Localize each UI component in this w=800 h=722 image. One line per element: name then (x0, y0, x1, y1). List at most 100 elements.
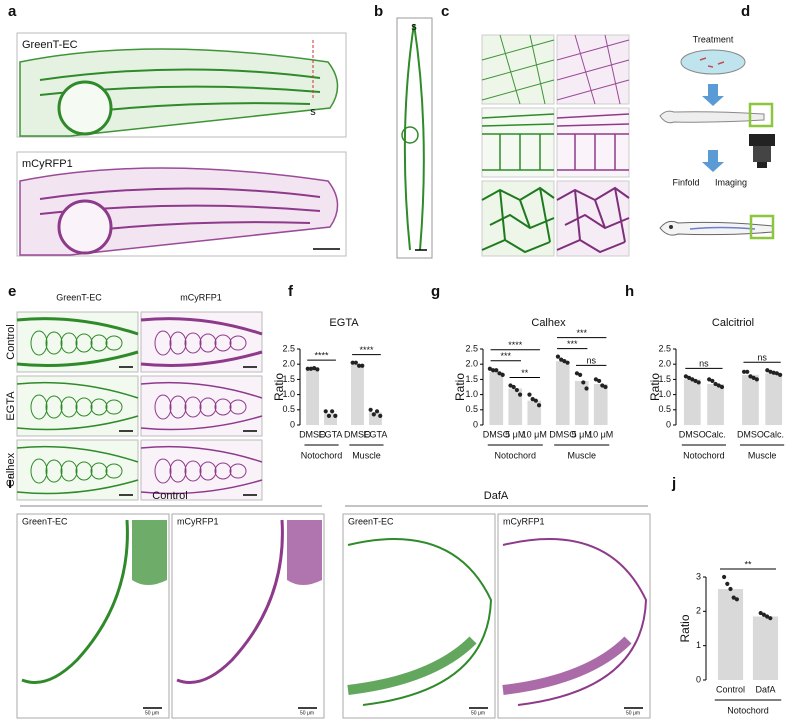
y-axis-label: Ratio (678, 614, 692, 642)
data-point (517, 392, 523, 397)
vacuole (90, 334, 108, 352)
scale-label: 50 μm (626, 710, 640, 716)
y-tick-label: 1.5 (658, 374, 671, 384)
panel-letter: a (8, 3, 17, 20)
vacuole (199, 333, 217, 353)
bar (742, 374, 759, 425)
data-point (487, 366, 492, 371)
fish-eye (57, 80, 113, 136)
panel-letter: f (288, 283, 294, 300)
x-tick-label: Calc. (763, 429, 784, 439)
vacuole (169, 331, 187, 355)
vacuole (214, 398, 232, 416)
x-tick-label: DMSO (483, 429, 510, 439)
data-point (683, 374, 688, 379)
data-point (728, 586, 733, 592)
row-label: EGTA (5, 391, 17, 421)
y-tick-label: 0.5 (465, 404, 478, 414)
x-tick-label: 10 μM (522, 429, 547, 439)
data-point (356, 363, 362, 368)
data-point (371, 412, 376, 417)
panel-letter: j (671, 475, 676, 492)
tissue (16, 445, 139, 495)
data-point (581, 380, 586, 385)
data-point (741, 369, 747, 374)
x-tick-label: DMSO (737, 429, 764, 439)
significance-label: **** (359, 345, 374, 355)
bar (683, 379, 701, 425)
image-frame (396, 17, 433, 259)
data-point (745, 369, 750, 374)
vacuole (229, 399, 247, 415)
y-tick-label: 2.5 (282, 343, 295, 353)
data-point (597, 378, 602, 384)
vacuole (90, 398, 108, 416)
panel-letter: i (8, 475, 12, 492)
fish-eye (57, 199, 113, 255)
step-label: Treatment (693, 34, 734, 44)
significance-label: ** (521, 368, 529, 378)
data-point (368, 407, 373, 412)
data-point (754, 377, 759, 382)
image-frame (16, 32, 347, 138)
group-label: Notochord (727, 705, 769, 715)
y-tick-label: 1.5 (282, 374, 295, 384)
column-label: GreenT-EC (56, 292, 102, 302)
tissue (16, 381, 139, 431)
condition-label: Control (152, 490, 187, 502)
scale-label: 50 μm (145, 710, 159, 716)
data-point (690, 377, 695, 382)
significance-label: **** (508, 340, 523, 350)
data-point (574, 371, 580, 376)
significance-label: *** (576, 328, 587, 338)
vacuole (105, 399, 123, 415)
data-point (508, 383, 513, 388)
data-point (533, 398, 538, 403)
y-tick-label: 0.5 (282, 404, 295, 414)
vacuole (90, 462, 108, 480)
bar (707, 383, 724, 425)
vacuole (60, 460, 78, 482)
data-point (559, 357, 564, 362)
section-marker: s (310, 106, 316, 118)
x-tick-label: DafA (755, 684, 775, 694)
image-label: GreenT-EC (348, 516, 394, 526)
vacuole (229, 335, 247, 351)
data-point (600, 383, 605, 388)
tissue (132, 520, 167, 585)
y-tick-label: 0.5 (658, 404, 671, 414)
data-point (693, 378, 698, 384)
image-frame (140, 439, 263, 501)
data-point (716, 383, 721, 388)
tissue (287, 520, 322, 585)
image-grid (481, 34, 630, 257)
data-point (500, 372, 505, 377)
vacuole (45, 331, 63, 355)
data-point (748, 374, 753, 379)
data-point (731, 595, 736, 600)
tissue (347, 636, 477, 695)
vacuole (154, 330, 172, 356)
x-tick-label: DMSO (344, 429, 371, 439)
vacuole (75, 397, 93, 417)
image-label: GreenT-EC (22, 516, 68, 526)
vacuole (199, 461, 217, 481)
data-point (584, 386, 589, 391)
image-label: mCyRFP1 (22, 158, 73, 170)
data-point (305, 366, 310, 371)
y-tick-label: 0 (696, 674, 701, 684)
tissue (16, 317, 139, 367)
scale-label: 50 μm (300, 710, 314, 716)
column-label: mCyRFP1 (180, 292, 222, 302)
data-point (312, 366, 317, 371)
panel-letter: h (625, 283, 634, 300)
significance-label: *** (501, 351, 512, 361)
vacuole (154, 458, 172, 484)
data-point (722, 574, 727, 580)
y-tick-label: 2.5 (658, 343, 671, 353)
vacuole (75, 333, 93, 353)
bar (574, 380, 589, 425)
data-point (315, 367, 320, 372)
image-label: mCyRFP1 (503, 516, 545, 526)
y-tick-label: 1 (696, 640, 701, 650)
